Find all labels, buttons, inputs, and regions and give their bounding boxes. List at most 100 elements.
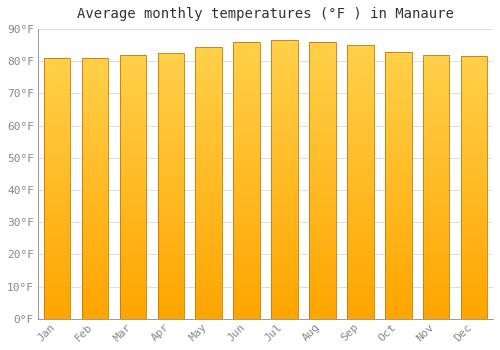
Bar xyxy=(120,298,146,300)
Bar xyxy=(423,97,450,100)
Bar xyxy=(158,53,184,56)
Bar xyxy=(158,53,184,319)
Bar xyxy=(423,86,450,89)
Bar xyxy=(44,230,70,233)
Bar xyxy=(385,94,411,97)
Bar xyxy=(44,282,70,285)
Bar xyxy=(309,125,336,128)
Bar xyxy=(347,206,374,209)
Bar xyxy=(385,78,411,81)
Bar xyxy=(385,201,411,204)
Bar xyxy=(423,203,450,205)
Bar xyxy=(385,314,411,316)
Bar xyxy=(44,191,70,194)
Bar xyxy=(82,274,108,277)
Bar xyxy=(423,107,450,110)
Bar xyxy=(423,55,450,319)
Bar xyxy=(347,144,374,146)
Bar xyxy=(196,169,222,172)
Bar xyxy=(272,127,298,130)
Bar xyxy=(385,241,411,244)
Bar xyxy=(158,197,184,199)
Bar xyxy=(120,92,146,94)
Bar xyxy=(272,63,298,65)
Bar xyxy=(272,218,298,222)
Bar xyxy=(120,245,146,247)
Bar xyxy=(120,55,146,319)
Bar xyxy=(234,228,260,230)
Bar xyxy=(196,128,222,131)
Bar xyxy=(82,102,108,105)
Bar xyxy=(196,186,222,188)
Bar xyxy=(347,53,374,56)
Bar xyxy=(44,181,70,183)
Bar xyxy=(158,287,184,290)
Bar xyxy=(234,158,260,161)
Bar xyxy=(120,303,146,306)
Bar xyxy=(347,289,374,292)
Bar xyxy=(120,81,146,84)
Bar xyxy=(120,269,146,271)
Bar xyxy=(461,98,487,101)
Bar xyxy=(120,295,146,298)
Bar xyxy=(196,207,222,210)
Bar xyxy=(120,147,146,150)
Bar xyxy=(44,63,70,66)
Bar xyxy=(347,237,374,239)
Bar xyxy=(272,308,298,310)
Bar xyxy=(385,298,411,300)
Bar xyxy=(423,129,450,131)
Bar xyxy=(196,77,222,79)
Bar xyxy=(385,257,411,260)
Bar xyxy=(158,106,184,109)
Bar xyxy=(272,249,298,252)
Bar xyxy=(272,252,298,255)
Bar xyxy=(309,56,336,58)
Bar xyxy=(423,234,450,237)
Bar xyxy=(196,139,222,142)
Bar xyxy=(234,111,260,114)
Bar xyxy=(272,113,298,116)
Bar xyxy=(461,101,487,104)
Bar xyxy=(309,297,336,300)
Bar xyxy=(158,250,184,252)
Bar xyxy=(196,202,222,205)
Bar xyxy=(44,308,70,311)
Bar xyxy=(272,160,298,163)
Bar xyxy=(272,227,298,230)
Bar xyxy=(347,239,374,242)
Bar xyxy=(385,196,411,198)
Bar xyxy=(196,180,222,183)
Bar xyxy=(234,136,260,139)
Bar xyxy=(158,242,184,245)
Bar xyxy=(234,316,260,319)
Bar xyxy=(234,117,260,119)
Bar xyxy=(461,316,487,319)
Bar xyxy=(44,107,70,110)
Bar xyxy=(44,160,70,162)
Bar xyxy=(44,209,70,212)
Bar xyxy=(120,292,146,295)
Bar xyxy=(423,229,450,232)
Bar xyxy=(120,226,146,229)
Bar xyxy=(423,174,450,176)
Bar xyxy=(196,131,222,134)
Bar xyxy=(158,178,184,181)
Bar xyxy=(309,310,336,313)
Bar xyxy=(196,297,222,300)
Bar xyxy=(347,111,374,114)
Bar xyxy=(347,97,374,100)
Bar xyxy=(158,61,184,64)
Bar xyxy=(347,185,374,188)
Bar xyxy=(309,241,336,244)
Bar xyxy=(423,274,450,276)
Bar xyxy=(82,110,108,113)
Bar xyxy=(158,101,184,104)
Bar xyxy=(120,232,146,235)
Bar xyxy=(309,250,336,252)
Bar xyxy=(196,167,222,169)
Bar xyxy=(272,199,298,202)
Bar xyxy=(461,303,487,306)
Bar xyxy=(272,221,298,224)
Bar xyxy=(423,221,450,224)
